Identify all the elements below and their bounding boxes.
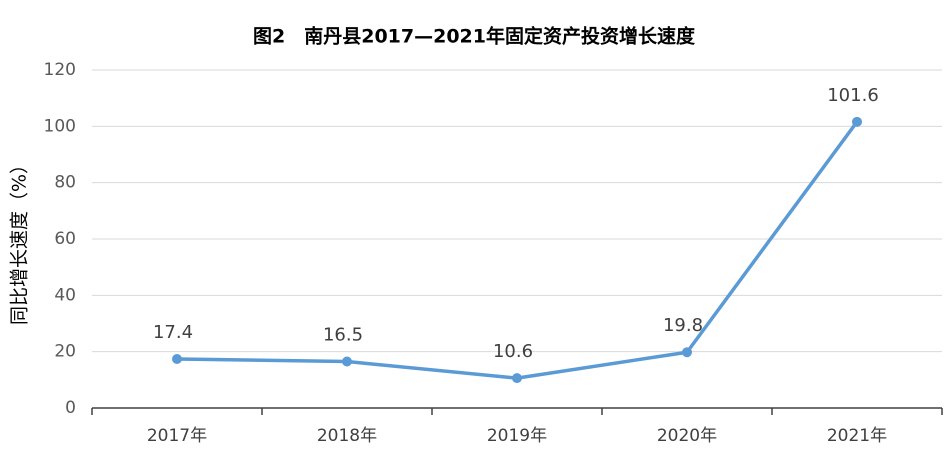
x-tick-label: 2019年 (487, 426, 547, 446)
data-point (342, 356, 352, 367)
y-tick-label: 20 (54, 342, 76, 362)
x-tick-label: 2017年 (147, 426, 207, 446)
y-tick-label: 0 (65, 398, 76, 418)
data-point (852, 116, 862, 127)
chart-title: 图2 南丹县2017—2021年固定资产投资增长速度 (253, 25, 696, 48)
y-tick-label: 40 (54, 285, 76, 305)
data-point (512, 373, 522, 384)
data-label: 19.8 (663, 315, 703, 336)
y-axis-label: 同比增长速度（%） (9, 155, 31, 325)
x-tick-label: 2021年 (827, 426, 887, 446)
x-tick-label: 2020年 (657, 426, 717, 446)
line-series (176, 120, 859, 380)
data-point (172, 353, 182, 364)
data-label: 17.4 (153, 322, 193, 343)
data-label: 16.5 (323, 325, 363, 346)
data-label: 101.6 (827, 85, 879, 106)
y-tick-label: 80 (54, 173, 76, 193)
y-tick-label: 60 (54, 229, 76, 249)
data-point (682, 347, 692, 358)
data-label: 10.6 (493, 341, 533, 362)
y-tick-label: 120 (44, 60, 76, 80)
y-tick-label: 100 (44, 116, 76, 136)
x-tick-label: 2018年 (317, 426, 377, 446)
